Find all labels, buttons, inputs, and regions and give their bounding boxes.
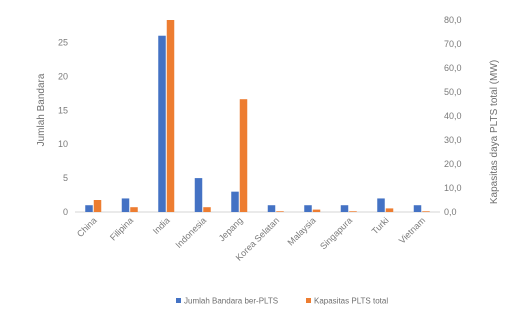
- legend-label: Kapasitas PLTS total: [314, 297, 388, 306]
- bar-Jumlah Bandara ber-PLTS: [121, 198, 130, 212]
- y-tick-label: 15: [58, 105, 68, 115]
- bar-Jumlah Bandara ber-PLTS: [304, 205, 312, 212]
- bar-Jumlah Bandara ber-PLTS: [85, 205, 93, 212]
- bar-Kapasitas PLTS total: [312, 209, 321, 212]
- y2-tick-label: 80,0: [444, 15, 462, 25]
- legend: Jumlah Bandara ber-PLTS Kapasitas PLTS to…: [176, 297, 388, 306]
- x-tick-label: Turki: [370, 215, 391, 236]
- y2-tick-label: 70,0: [444, 39, 462, 49]
- x-tick-label: Malaysia: [285, 215, 317, 247]
- bars: [85, 20, 430, 212]
- bar-Jumlah Bandara ber-PLTS: [377, 198, 385, 212]
- legend-label: Jumlah Bandara ber-PLTS: [184, 297, 278, 306]
- y2-tick-label: 10,0: [444, 183, 462, 193]
- bar-Jumlah Bandara ber-PLTS: [231, 191, 239, 212]
- left-axis-ticks: 0 5 10 15 20 25: [58, 38, 68, 218]
- legend-swatch: [176, 298, 181, 303]
- y-tick-label: 20: [58, 71, 68, 81]
- bar-Kapasitas PLTS total: [239, 99, 248, 212]
- y2-tick-label: 30,0: [444, 135, 462, 145]
- bar-Jumlah Bandara ber-PLTS: [413, 205, 422, 212]
- x-tick-label: Filipina: [108, 215, 135, 242]
- y2-tick-label: 40,0: [444, 111, 462, 121]
- y-axis-title: Jumlah Bandara: [36, 73, 47, 146]
- bar-Jumlah Bandara ber-PLTS: [267, 205, 276, 212]
- bar-Kapasitas PLTS total: [203, 207, 211, 212]
- bar-Kapasitas PLTS total: [385, 208, 394, 212]
- y2-tick-label: 60,0: [444, 63, 462, 73]
- bar-Jumlah Bandara ber-PLTS: [194, 178, 203, 212]
- bar-Kapasitas PLTS total: [130, 207, 138, 212]
- y2-axis-title: Kapasitas daya PLTS total (MW): [489, 60, 500, 204]
- x-tick-label: China: [75, 215, 99, 239]
- y2-tick-label: 0,0: [444, 207, 457, 217]
- x-tick-label: Vietnam: [397, 215, 427, 245]
- x-tick-label: Singapura: [318, 215, 354, 251]
- x-tick-label: Indonesia: [173, 215, 208, 250]
- bar-Kapasitas PLTS total: [276, 211, 284, 212]
- y2-tick-label: 50,0: [444, 87, 462, 97]
- x-tick-label: India: [151, 215, 172, 236]
- bar-Kapasitas PLTS total: [166, 20, 175, 212]
- y-tick-label: 5: [63, 173, 68, 183]
- y-tick-label: 10: [58, 139, 68, 149]
- y-tick-label: 0: [63, 207, 68, 217]
- bar-Kapasitas PLTS total: [349, 211, 357, 212]
- bar-Jumlah Bandara ber-PLTS: [158, 35, 166, 212]
- bar-Kapasitas PLTS total: [93, 200, 102, 212]
- y-tick-label: 25: [58, 38, 68, 48]
- x-tick-label: Jepang: [217, 215, 245, 243]
- right-axis-ticks: 0,0 10,0 20,0 30,0 40,0 50,0 60,0 70,0 80,0: [444, 15, 462, 217]
- y2-tick-label: 20,0: [444, 159, 462, 169]
- bar-Jumlah Bandara ber-PLTS: [340, 205, 349, 212]
- legend-swatch: [306, 298, 311, 303]
- bar-Kapasitas PLTS total: [422, 211, 430, 212]
